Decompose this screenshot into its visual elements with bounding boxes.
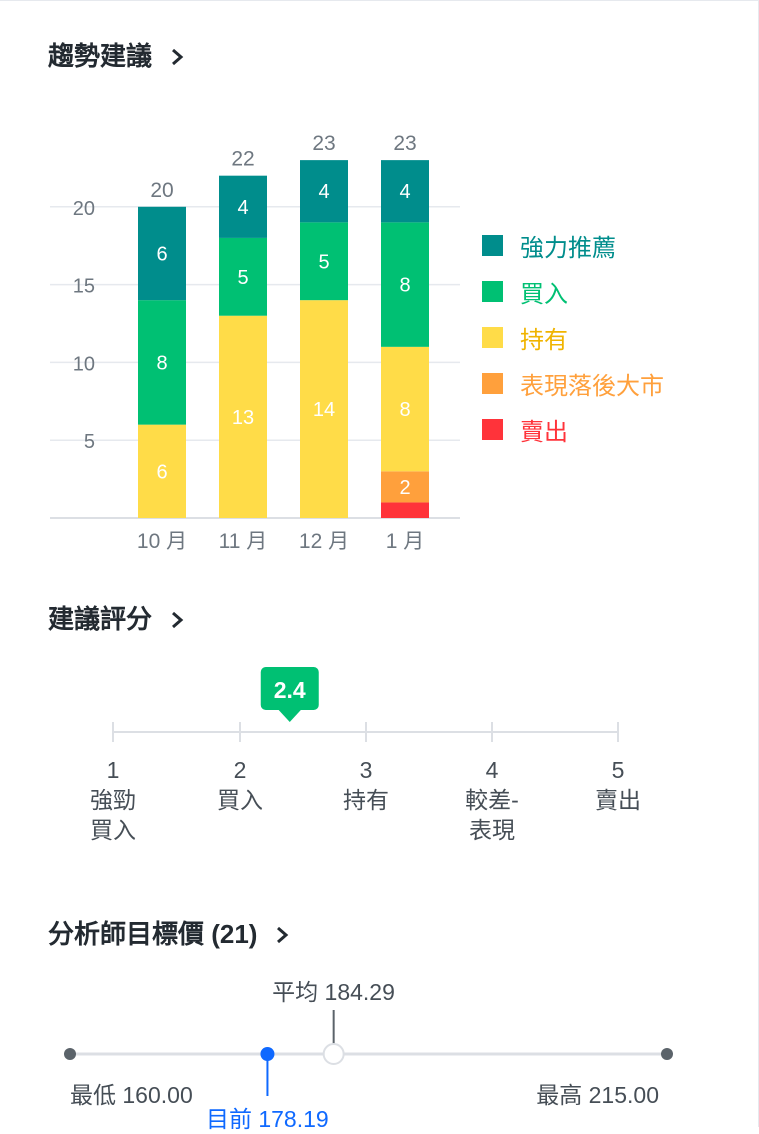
legend-swatch <box>482 372 503 394</box>
legend-swatch <box>482 326 503 348</box>
rating-section-title[interactable]: 建議評分 <box>48 599 188 636</box>
bar-segment <box>381 471 429 503</box>
bar-value-label: 2 <box>399 477 410 499</box>
legend-label: 買入 <box>520 280 568 308</box>
bar-total-label: 23 <box>393 132 416 155</box>
bar-segment <box>381 346 429 472</box>
bar-value-label: 8 <box>399 275 410 297</box>
bar-value-label: 4 <box>318 181 329 203</box>
rating-scale-number: 2 <box>233 757 247 783</box>
legend-swatch <box>482 280 503 302</box>
rating-scale-number: 1 <box>106 757 120 783</box>
bar-total-label: 23 <box>312 132 335 155</box>
chevron-right-icon <box>166 44 188 66</box>
rating-scale-number: 4 <box>485 757 499 783</box>
y-tick-label: 20 <box>73 198 95 220</box>
bar-value-label: 6 <box>156 243 167 265</box>
legend-item: 買入 <box>482 268 664 314</box>
target-title-text: 分析師目標價 (21) <box>48 919 258 949</box>
rating-scale-text: 持有 <box>343 787 389 813</box>
legend-item: 強力推薦 <box>482 222 664 268</box>
rating-scale-text: 表現 <box>469 817 515 843</box>
legend-label: 強力推薦 <box>520 234 616 262</box>
bar-value-label: 8 <box>399 399 410 421</box>
rating-scale-label: 3 持有 <box>311 755 421 815</box>
x-tick-label: 1 月 <box>386 530 425 553</box>
legend-swatch <box>482 418 503 440</box>
rating-scale-label: 2 買入 <box>185 755 295 815</box>
bar-value-label: 14 <box>313 399 335 421</box>
high-marker <box>661 1048 673 1060</box>
rating-badge-pointer <box>277 709 302 722</box>
bar-value-label: 5 <box>237 267 248 289</box>
current-marker <box>260 1047 275 1061</box>
legend-item: 表現落後大市 <box>482 360 664 406</box>
bar-segment <box>138 206 186 301</box>
bar-segment <box>138 424 186 518</box>
low-marker <box>64 1048 76 1060</box>
bar-segment <box>300 300 348 518</box>
price-target-range <box>64 1010 673 1096</box>
bar-segment <box>138 300 186 425</box>
legend-label: 賣出 <box>520 418 568 446</box>
bar-value-label: 4 <box>399 181 410 203</box>
rating-scale-text: 買入 <box>90 817 136 843</box>
rating-scale-label: 4 較差- 表現 <box>437 755 547 845</box>
legend-swatch <box>482 234 503 256</box>
chevron-right-icon <box>271 922 293 944</box>
x-tick-label: 12 月 <box>299 530 349 553</box>
trend-title-text: 趨勢建議 <box>48 41 153 71</box>
y-tick-label: 15 <box>73 276 95 298</box>
legend-label: 表現落後大市 <box>520 372 664 400</box>
bar-value-label: 6 <box>156 461 167 483</box>
low-price-label: 最低 160.00 <box>70 1082 193 1108</box>
rating-scale-text: 強勁 <box>90 787 136 813</box>
rating-scale-number: 5 <box>611 757 625 783</box>
y-tick-label: 10 <box>73 353 95 375</box>
legend-item: 賣出 <box>482 406 664 452</box>
bar-total-label: 20 <box>150 179 173 202</box>
y-tick-label: 5 <box>84 431 95 453</box>
bar-segment <box>381 502 429 518</box>
bar-segment <box>219 315 267 518</box>
rating-scale-label: 1 強勁買入 <box>58 755 168 845</box>
bar-value-label: 5 <box>318 251 329 273</box>
bar-segment <box>381 160 429 223</box>
bar-total-label: 22 <box>231 148 254 171</box>
bar-value-label: 13 <box>232 407 254 429</box>
rating-scale-text: 賣出 <box>595 787 641 813</box>
legend-label: 持有 <box>520 326 568 354</box>
average-marker <box>322 1043 345 1065</box>
trend-chart: 5 10 15 20 6 8 6 20 10 月 13 5 4 22 11 月 14 5 4 23 12 月 2 8 8 4… <box>50 132 460 553</box>
rating-scale-label: 5 賣出 <box>563 755 673 815</box>
bar-value-label: 8 <box>156 352 167 374</box>
trend-legend: 強力推薦買入持有表現落後大市 賣出 <box>482 222 664 452</box>
bar-segment <box>300 222 348 301</box>
target-section-title[interactable]: 分析師目標價 (21) <box>48 914 293 951</box>
rating-badge-value: 2.4 <box>274 677 306 703</box>
chevron-right-icon <box>166 607 188 629</box>
rating-scale-text: 買入 <box>217 787 263 813</box>
bar-segment <box>219 175 267 238</box>
high-price-label: 最高 215.00 <box>536 1082 659 1108</box>
bar-segment <box>300 160 348 223</box>
top-divider <box>0 0 759 1</box>
current-price-label: 目前 178.19 <box>205 1106 329 1132</box>
x-tick-label: 10 月 <box>137 530 187 553</box>
average-price-label: 平均 184.29 <box>272 979 395 1005</box>
x-tick-label: 11 月 <box>219 530 268 553</box>
bar-value-label: 4 <box>237 197 248 219</box>
rating-scale-number: 3 <box>359 757 373 783</box>
trend-section-title[interactable]: 趨勢建議 <box>48 36 188 73</box>
rating-badge <box>260 667 319 710</box>
bar-segment <box>381 222 429 347</box>
bar-segment <box>219 237 267 316</box>
rating-scale-text: 較差- <box>465 787 519 813</box>
rating-title-text: 建議評分 <box>48 604 153 634</box>
rating-scale: 2.4 <box>112 667 619 742</box>
legend-item: 持有 <box>482 314 664 360</box>
